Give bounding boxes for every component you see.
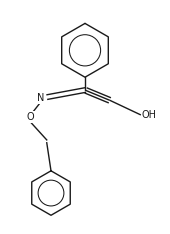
Text: N: N	[37, 93, 45, 103]
Text: OH: OH	[142, 110, 157, 120]
Text: O: O	[27, 112, 34, 122]
